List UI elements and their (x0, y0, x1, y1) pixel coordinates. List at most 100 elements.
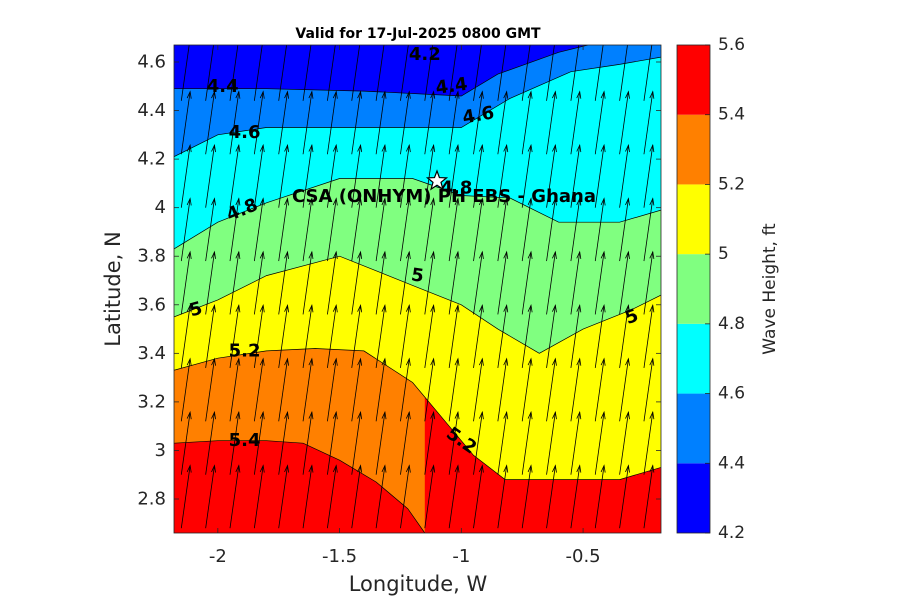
colorbar-segment (677, 114, 710, 185)
vector-arrow (473, 45, 484, 101)
vector-arrow (253, 304, 265, 368)
vector-arrow (375, 304, 387, 368)
vector-arrow (448, 45, 460, 101)
contour-label: 4.6 (229, 122, 261, 143)
vector-arrow (375, 464, 387, 529)
colorbar-segment (677, 323, 710, 394)
vector-arrow (302, 464, 314, 529)
vector-arrow (570, 464, 582, 529)
vector-arrow (546, 45, 557, 101)
vector-arrow (570, 90, 582, 155)
vector-arrow (473, 410, 484, 475)
colorbar-tick-label: 4.4 (718, 453, 745, 473)
vector-arrow (400, 304, 411, 368)
colorbar-tick-label: 5.4 (718, 105, 745, 125)
vector-arrow (180, 197, 192, 262)
colorbar-label: Wave Height, ft (760, 223, 780, 355)
vector-arrow (643, 357, 655, 422)
vector-arrow (497, 197, 509, 262)
vector-arrow (619, 250, 630, 315)
vector-arrow (497, 357, 509, 422)
vector-arrow (205, 197, 216, 262)
vector-arrow (473, 357, 484, 422)
vector-arrow (400, 90, 411, 155)
colorbar-tick-label: 4.2 (718, 523, 745, 543)
vector-arrow (180, 304, 192, 368)
vector-arrow (180, 357, 192, 422)
contour-band-4.4 (174, 45, 588, 96)
vector-arrow (546, 197, 557, 262)
vector-arrow (643, 45, 655, 101)
vector-arrow (375, 45, 387, 101)
vector-arrow (278, 90, 290, 155)
wave-direction-vectors (180, 45, 655, 529)
vector-arrow (278, 464, 290, 529)
vector-arrow (594, 304, 606, 368)
vector-arrow (327, 143, 338, 208)
contour-label: 5 (187, 298, 205, 322)
vector-arrow (205, 250, 216, 315)
vector-arrow (302, 250, 314, 315)
x-axis-label: Longitude, W (349, 572, 488, 596)
y-tick-label: 4.6 (137, 51, 166, 72)
contour-label: 5 (410, 264, 425, 287)
x-tick-label: -1 (452, 546, 470, 567)
vector-arrow (229, 410, 241, 475)
vector-arrow (570, 357, 582, 422)
vector-arrow (570, 45, 582, 101)
vector-arrow (448, 464, 460, 529)
vector-arrow (594, 464, 606, 529)
vector-arrow (424, 304, 436, 368)
contour-label: 4.4 (207, 76, 239, 97)
site-label: CSA (ONHYM) PH EBS - Ghana (292, 186, 596, 207)
vector-arrow (180, 464, 192, 529)
vector-arrow (229, 357, 241, 422)
vector-arrow (448, 143, 460, 208)
contour-line-5 (174, 255, 661, 354)
vector-arrow (205, 90, 216, 155)
contour-label: 4.4 (434, 74, 469, 99)
vector-arrow (619, 197, 630, 262)
vector-arrow (570, 304, 582, 368)
vector-arrow (424, 410, 436, 475)
vector-arrow (278, 357, 290, 422)
contour-label: 4.2 (409, 44, 441, 65)
vector-arrow (229, 464, 241, 529)
vector-arrow (546, 410, 557, 475)
vector-arrow (570, 197, 582, 262)
vector-arrow (594, 143, 606, 208)
x-tick-label: -0.5 (566, 546, 601, 567)
vector-arrow (180, 90, 192, 155)
vector-arrow (351, 357, 363, 422)
colorbar-tick-label: 4.6 (718, 384, 745, 404)
vector-arrow (205, 357, 216, 422)
contour-line-4.8 (174, 178, 661, 250)
vector-arrow (643, 90, 655, 155)
vector-arrow (302, 143, 314, 208)
vector-arrow (229, 90, 241, 155)
vector-arrow (327, 464, 338, 529)
plot-area (174, 45, 661, 533)
vector-arrow (302, 90, 314, 155)
vector-arrow (619, 304, 630, 368)
vector-arrow (229, 197, 241, 262)
vector-arrow (180, 45, 192, 101)
colorbar-tick-label: 5 (718, 244, 729, 264)
vector-arrow (594, 250, 606, 315)
vector-arrow (400, 250, 411, 315)
vector-arrow (400, 197, 411, 262)
vector-arrow (205, 464, 216, 529)
vector-arrow (351, 90, 363, 155)
colorbar-tick-label: 4.8 (718, 314, 745, 334)
vector-arrow (570, 143, 582, 208)
vector-arrow (521, 45, 533, 101)
plot-frame (173, 44, 662, 534)
x-axis: -2 -1.5 -1 -0.5 (209, 45, 601, 567)
vector-arrow (594, 90, 606, 155)
vector-arrow (278, 143, 290, 208)
vector-arrow (375, 143, 387, 208)
vector-arrow (619, 410, 630, 475)
vector-arrow (253, 410, 265, 475)
colorbar-tick-label: 5.6 (718, 35, 745, 55)
colorbar-frame (676, 44, 711, 534)
